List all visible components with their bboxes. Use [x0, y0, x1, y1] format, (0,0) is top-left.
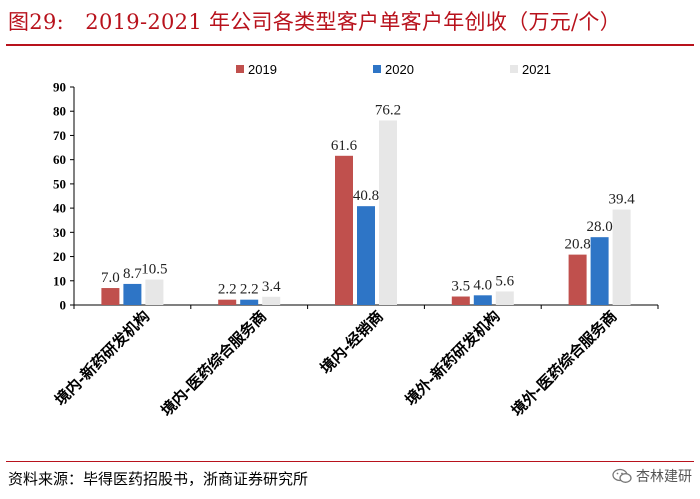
data-label-2019: 7.0 [101, 270, 120, 286]
y-tick-label: 60 [53, 152, 66, 167]
footer-divider [6, 461, 694, 462]
y-tick-label: 10 [53, 273, 66, 288]
bar-2021 [145, 279, 164, 305]
data-label-2019: 20.8 [564, 237, 590, 253]
legend-label-2019: 2019 [248, 62, 277, 77]
data-label-2019: 3.5 [451, 279, 470, 295]
brand-name: 杏林建研 [636, 469, 692, 485]
data-label-2021: 76.2 [375, 102, 401, 118]
source-note: 资料来源：毕得医药招股书，浙商证券研究所 [8, 470, 309, 488]
category-label: 境内-新药研发机构 [51, 307, 153, 409]
bar-2019 [568, 254, 587, 305]
y-tick-label: 90 [53, 80, 66, 95]
y-tick-label: 50 [53, 176, 66, 191]
data-label-2021: 10.5 [141, 262, 167, 278]
figure-title: 图29: 2019-2021 年公司各类型客户单客户年创收（万元/个） [8, 10, 622, 34]
bar-2021 [262, 296, 281, 305]
category-label: 境外-新药研发机构 [402, 307, 504, 409]
data-label-2020: 2.2 [240, 282, 259, 298]
category-label: 境外-医药综合服务商 [508, 307, 621, 420]
bar-2020 [473, 295, 492, 305]
bar-2021 [495, 291, 514, 305]
data-label-2021: 3.4 [262, 279, 281, 295]
wechat-icon [612, 468, 632, 483]
bar-2019 [451, 296, 470, 305]
data-label-2020: 40.8 [353, 188, 379, 204]
legend-swatch-2019 [236, 65, 244, 73]
y-tick-label: 30 [53, 225, 66, 240]
data-label-2019: 2.2 [218, 282, 237, 298]
bar-2020 [123, 283, 142, 305]
data-label-2020: 4.0 [473, 277, 492, 293]
category-label: 境内-经销商 [317, 307, 387, 377]
data-label-2019: 61.6 [331, 138, 358, 154]
bar-2019 [335, 155, 353, 305]
bar-2020 [357, 206, 375, 305]
brand-watermark: 杏林建研 [612, 466, 692, 486]
title-divider [6, 44, 694, 46]
bar-2021 [379, 120, 397, 305]
legend-label-2021: 2021 [522, 62, 551, 77]
legend-swatch-2021 [510, 65, 518, 73]
data-label-2021: 39.4 [608, 192, 635, 208]
y-tick-label: 40 [53, 201, 66, 216]
bar-2019 [101, 288, 120, 305]
legend-swatch-2020 [373, 65, 381, 73]
y-tick-label: 70 [53, 128, 66, 143]
bar-2020 [590, 237, 609, 305]
bar-2021 [612, 209, 631, 305]
y-tick-label: 0 [60, 298, 67, 313]
y-tick-label: 20 [53, 249, 66, 264]
data-label-2021: 5.6 [495, 273, 514, 289]
legend-label-2020: 2020 [385, 62, 414, 77]
category-label: 境内-医药综合服务商 [157, 307, 270, 420]
y-tick-label: 80 [53, 104, 66, 119]
data-label-2020: 8.7 [123, 266, 142, 282]
data-label-2020: 28.0 [586, 219, 612, 235]
bar-2019 [218, 299, 237, 305]
bar-2020 [240, 299, 259, 305]
